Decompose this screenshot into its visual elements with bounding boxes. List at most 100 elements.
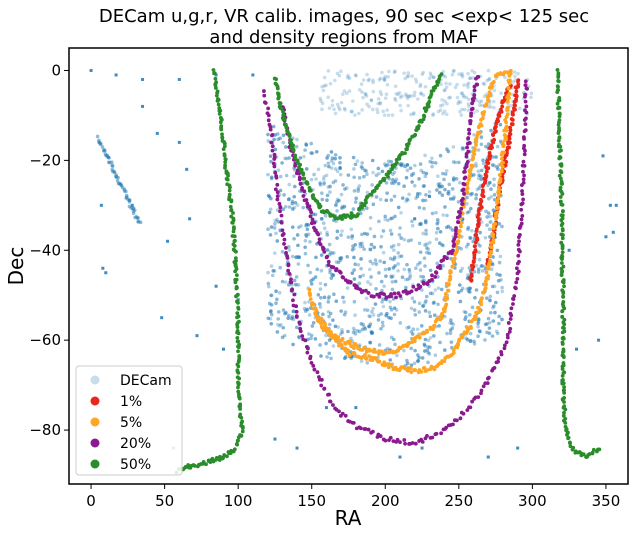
decam-point (445, 147, 449, 152)
20pct-point (521, 169, 525, 174)
decam-point (436, 275, 440, 279)
20pct-point (519, 221, 524, 226)
decam-point (335, 169, 340, 174)
decam-point (424, 171, 429, 176)
decam-point (440, 193, 445, 197)
50pct-point (235, 315, 239, 320)
decam-point (407, 94, 412, 99)
decam-point (320, 84, 324, 89)
decam-point (388, 299, 392, 304)
5pct-point (444, 302, 449, 307)
20pct-point (273, 170, 278, 175)
5pct-point (492, 222, 497, 227)
5pct-point (484, 276, 489, 280)
20pct-point (307, 204, 312, 209)
decam-point (512, 70, 517, 74)
decam-point (369, 242, 374, 247)
decam-point (435, 261, 440, 266)
decam-point (477, 173, 481, 178)
decam-point (405, 168, 410, 173)
decam-point (341, 92, 345, 97)
decam-point (430, 156, 434, 161)
decam-point (462, 309, 467, 314)
5pct-point (471, 155, 476, 160)
decam-point (251, 73, 255, 77)
decam-point (496, 278, 501, 283)
decam-point (304, 224, 308, 228)
20pct-point (519, 217, 524, 222)
decam-point (327, 322, 332, 327)
decam-point (402, 237, 407, 242)
20pct-point (420, 440, 425, 444)
decam-point (443, 314, 447, 319)
50pct-point (274, 77, 279, 82)
decam-point (407, 325, 411, 330)
decam-point (469, 206, 473, 211)
decam-point (325, 233, 330, 237)
decam-point (389, 307, 394, 312)
decam-point (268, 154, 273, 158)
decam-point (328, 270, 332, 275)
decam-point (374, 173, 379, 178)
20pct-point (507, 329, 512, 334)
decam-point (428, 314, 433, 319)
5pct-point (495, 200, 499, 205)
decam-point (408, 166, 413, 170)
5pct-point (501, 144, 506, 149)
20pct-point (319, 383, 324, 388)
decam-point (321, 177, 326, 182)
decam-point (345, 286, 350, 290)
decam-point (418, 221, 423, 226)
decam-point (287, 156, 291, 160)
decam-point (267, 210, 272, 215)
legend-marker-3 (90, 438, 100, 448)
decam-point (309, 336, 313, 341)
decam-point (305, 307, 310, 312)
1pct-point (477, 212, 481, 217)
50pct-point (234, 273, 239, 278)
decam-point (445, 213, 449, 218)
decam-point (377, 343, 382, 347)
decam-point (321, 312, 325, 317)
decam-point (269, 264, 274, 268)
decam-point (318, 305, 323, 309)
5pct-point (499, 169, 504, 174)
decam-point (471, 76, 475, 80)
decam-point (484, 296, 489, 301)
decam-point (340, 327, 344, 332)
decam-point (463, 310, 468, 315)
decam-point (307, 332, 311, 336)
50pct-point (562, 322, 567, 327)
decam-point (381, 304, 386, 309)
50pct-point (218, 454, 222, 459)
decam-point (294, 275, 299, 279)
50pct-point (233, 269, 238, 274)
decam-point (486, 455, 490, 459)
decam-point (430, 164, 434, 169)
chart-title-line1: DECam u,g,r, VR calib. images, 90 sec <e… (99, 6, 589, 27)
decam-point (491, 99, 496, 104)
decam-point (320, 107, 324, 112)
decam-point (423, 337, 428, 342)
decam-point (465, 210, 470, 215)
decam-point (382, 260, 386, 265)
decam-point (360, 244, 365, 249)
50pct-point (340, 217, 344, 221)
decam-point (614, 203, 618, 207)
series-5pct (307, 68, 513, 375)
decam-point (342, 106, 347, 111)
decam-point (269, 312, 274, 317)
decam-point (268, 309, 273, 314)
1pct-point (516, 82, 521, 87)
5pct-point (481, 290, 486, 295)
5pct-point (483, 279, 488, 284)
50pct-point (349, 211, 354, 216)
5pct-point (446, 288, 451, 293)
decam-point (365, 102, 369, 107)
20pct-point (286, 263, 291, 268)
5pct-point (311, 302, 316, 306)
decam-point (345, 254, 350, 259)
decam-point (291, 309, 296, 314)
decam-point (393, 84, 398, 89)
decam-point (383, 74, 387, 79)
